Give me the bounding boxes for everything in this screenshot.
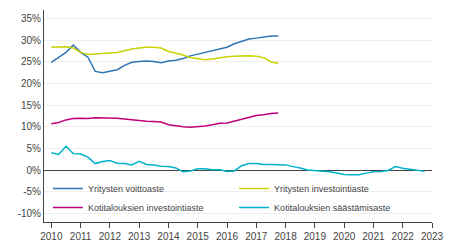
svg-text:2010: 2010 bbox=[40, 231, 63, 242]
svg-text:-10%: -10% bbox=[18, 208, 41, 219]
svg-text:15%: 15% bbox=[21, 100, 41, 111]
svg-text:2012: 2012 bbox=[99, 231, 122, 242]
svg-text:30%: 30% bbox=[21, 35, 41, 46]
svg-text:Kotitalouksien investointiaste: Kotitalouksien investointiaste bbox=[88, 203, 204, 213]
svg-text:Yritysten investointiaste: Yritysten investointiaste bbox=[274, 184, 369, 194]
svg-text:10%: 10% bbox=[21, 121, 41, 132]
svg-text:-5%: -5% bbox=[23, 186, 41, 197]
svg-text:2014: 2014 bbox=[157, 231, 180, 242]
svg-text:25%: 25% bbox=[21, 56, 41, 67]
svg-text:2011: 2011 bbox=[70, 231, 92, 242]
svg-text:Yritysten voittoaste: Yritysten voittoaste bbox=[88, 184, 164, 194]
svg-text:2017: 2017 bbox=[245, 231, 268, 242]
svg-text:5%: 5% bbox=[27, 143, 42, 154]
svg-text:2023: 2023 bbox=[421, 231, 444, 242]
svg-text:20%: 20% bbox=[21, 78, 41, 89]
svg-text:2016: 2016 bbox=[216, 231, 239, 242]
svg-text:2020: 2020 bbox=[333, 231, 356, 242]
svg-text:2018: 2018 bbox=[274, 231, 297, 242]
svg-text:2019: 2019 bbox=[304, 231, 327, 242]
svg-text:35%: 35% bbox=[21, 13, 41, 24]
svg-text:2022: 2022 bbox=[392, 231, 415, 242]
svg-text:2015: 2015 bbox=[187, 231, 210, 242]
svg-text:2021: 2021 bbox=[362, 231, 385, 242]
svg-text:0%: 0% bbox=[27, 165, 42, 176]
svg-text:Kotitalouksien säästämisaste: Kotitalouksien säästämisaste bbox=[274, 203, 390, 213]
svg-text:2013: 2013 bbox=[128, 231, 151, 242]
